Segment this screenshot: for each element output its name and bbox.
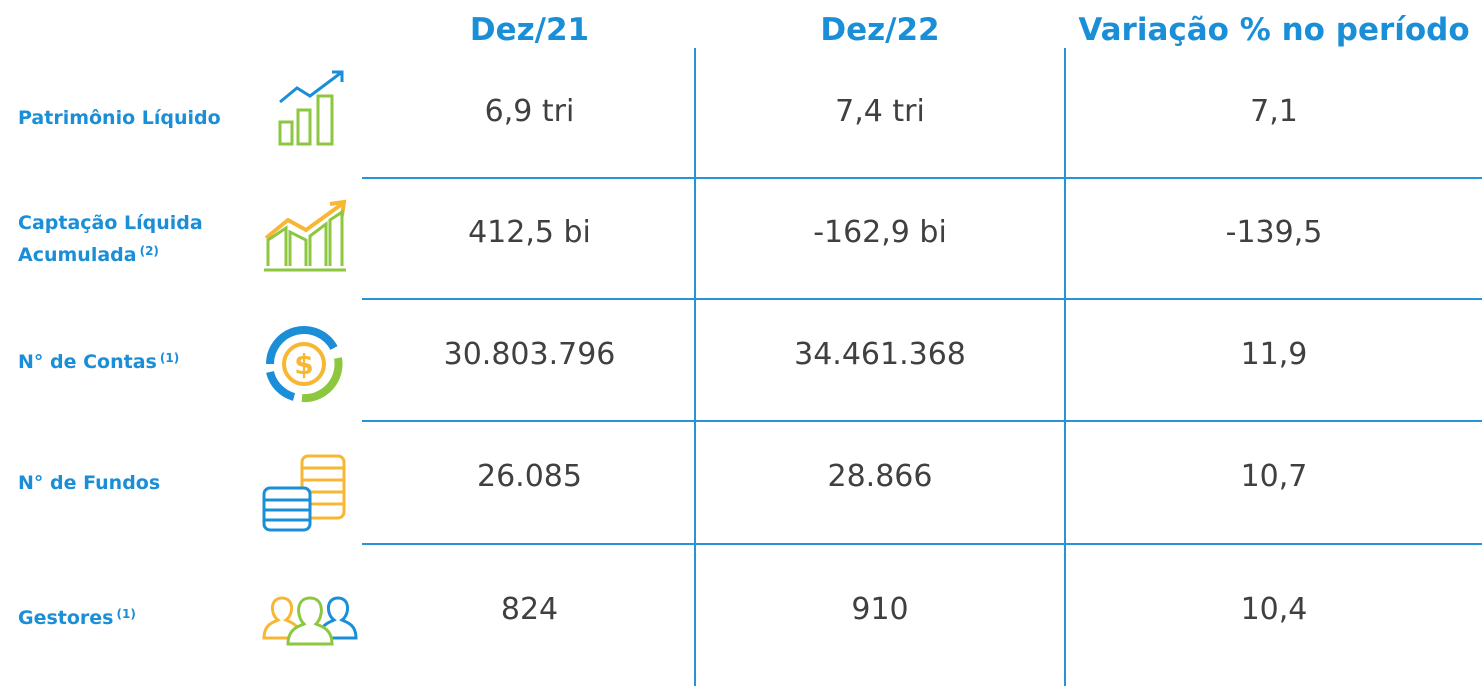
value-cell: 30.803.796: [443, 336, 616, 372]
value-cell: 7,4 tri: [835, 94, 925, 129]
row-label: Patrimônio Líquido: [18, 58, 233, 177]
row-divider: [362, 177, 1482, 179]
icon-growth: [278, 70, 344, 146]
row-label-text: Gestores (1): [18, 600, 136, 632]
icon-managers: [262, 596, 358, 646]
svg-text:$: $: [294, 348, 313, 381]
value-cell: 10,4: [1240, 592, 1308, 627]
footnote-ref: (1): [159, 351, 180, 365]
value-cell: 6,9 tri: [484, 94, 575, 129]
column-header: Variação % no período: [1078, 12, 1470, 48]
column-divider: [1064, 48, 1066, 686]
value-cell: 10,7: [1240, 459, 1308, 494]
value-cell: 11,9: [1240, 336, 1308, 372]
row-divider: [362, 543, 1482, 545]
row-divider: [362, 298, 1482, 300]
row-label-text: N° de Contas (1): [18, 344, 179, 376]
label: N° de Contas: [18, 351, 157, 373]
row-label-text: N° de Fundos: [18, 469, 160, 497]
label: Patrimônio Líquido: [18, 106, 221, 129]
value-cell: -139,5: [1225, 215, 1323, 250]
column-header: Dez/21: [469, 12, 590, 48]
value-cell: -162,9 bi: [813, 215, 947, 250]
label: Captação Líquida Acumulada: [18, 211, 203, 266]
value-cell: 910: [851, 592, 909, 627]
label: N° de Fundos: [18, 471, 161, 494]
footnote-ref: (2): [139, 243, 159, 258]
value-cell: 824: [500, 592, 559, 627]
value-cell: 7,1: [1250, 94, 1298, 129]
value-cell: 28.866: [827, 459, 933, 494]
value-cell: 34.461.368: [794, 336, 966, 372]
icon-inflow: [264, 199, 347, 272]
icon-accounts: $: [266, 326, 343, 403]
row-label: N° de Contas (1): [18, 300, 233, 420]
value-cell: 26.085: [477, 459, 582, 494]
row-label-text: Patrimônio Líquido: [18, 104, 221, 132]
footnote-ref: (1): [116, 606, 136, 621]
row-label-text: Captação Líquida Acumulada (2): [18, 209, 233, 269]
column-header: Dez/22: [820, 12, 940, 48]
row-label: N° de Fundos: [18, 422, 233, 543]
icon-funds: [262, 454, 346, 532]
row-divider: [362, 420, 1482, 422]
label: Gestores: [18, 606, 114, 629]
row-label: Gestores (1): [18, 545, 233, 686]
value-cell: 412,5 bi: [468, 215, 591, 250]
row-label: Captação Líquida Acumulada (2): [18, 179, 233, 298]
column-divider: [694, 48, 696, 686]
